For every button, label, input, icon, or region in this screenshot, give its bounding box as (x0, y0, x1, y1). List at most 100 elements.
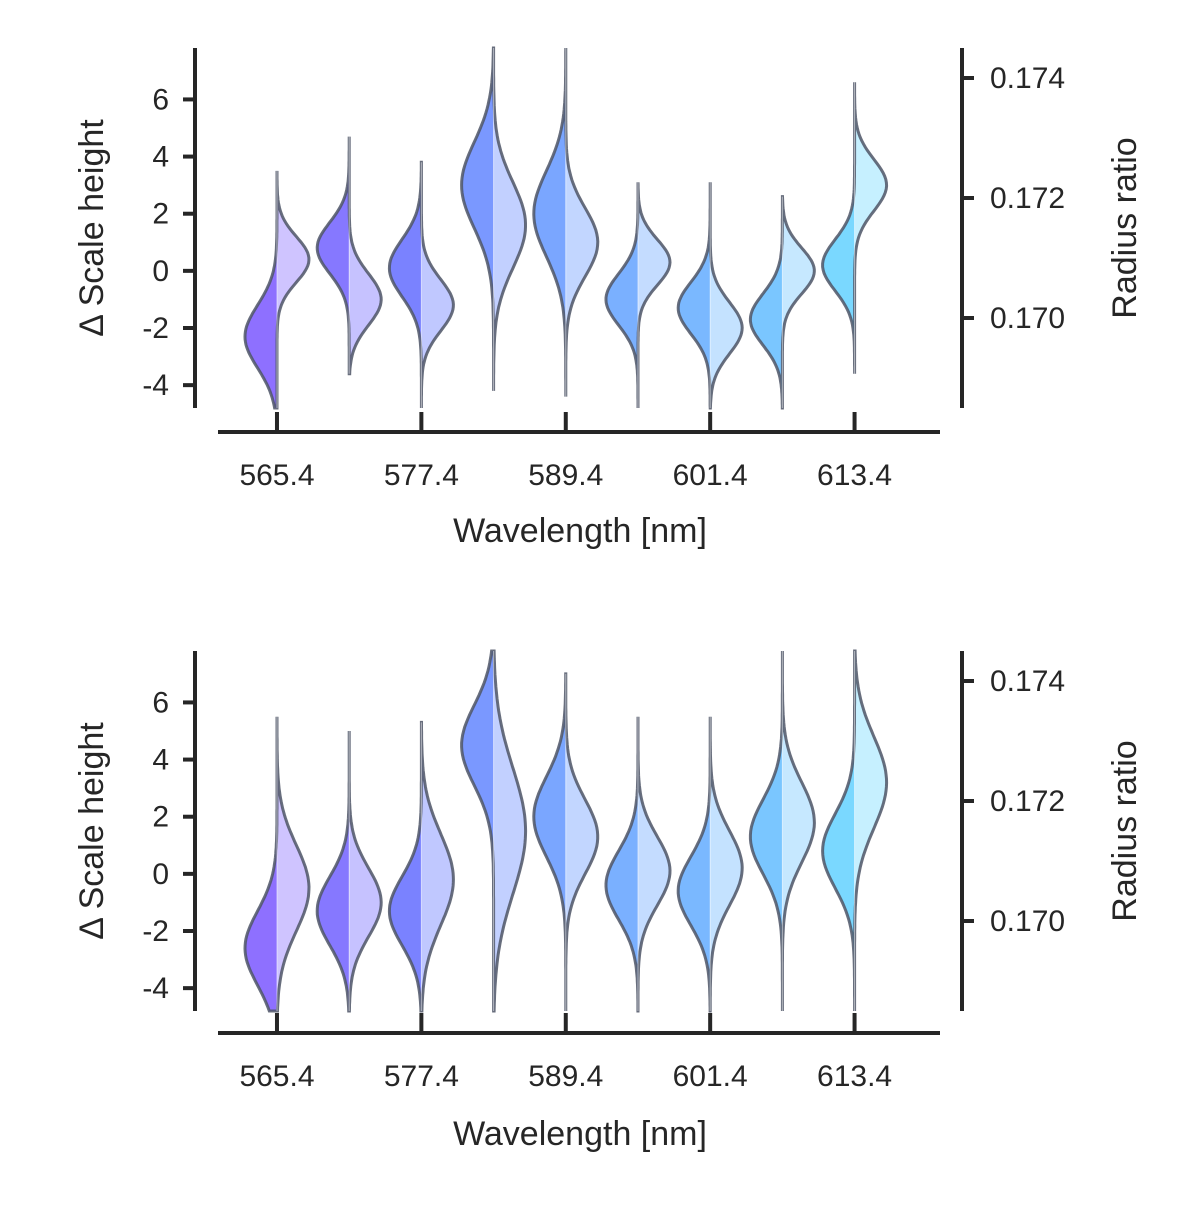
top-x-ticks: 565.4 577.4 589.4 601.4 613.4 (239, 412, 892, 492)
x-tick-label: 613.4 (817, 1060, 892, 1093)
violin-top-7 (748, 195, 816, 410)
violin-left-half (389, 722, 422, 1011)
violin-left-half (750, 651, 783, 1011)
violin-right-half (854, 651, 887, 1011)
left-y-tick-label: -4 (142, 972, 169, 1005)
left-y-tick-label: -2 (142, 312, 169, 345)
violin-left-half (317, 136, 350, 374)
violin-top-4 (532, 47, 600, 397)
right-y-tick-label: 0.172 (990, 785, 1065, 818)
violin-left-half (678, 182, 711, 408)
left-y-tick-label: 6 (152, 686, 169, 719)
violin-left-half (389, 162, 422, 408)
left-y-tick-label: 0 (152, 858, 169, 891)
x-tick-label: 577.4 (384, 1060, 459, 1093)
violin-right-half (493, 48, 526, 391)
violin-top-0 (243, 170, 311, 410)
violin-bottom-7 (748, 651, 816, 1011)
violin-outline (748, 651, 816, 1011)
right-y-tick-label: 0.170 (990, 302, 1065, 335)
bottom-x-ticks: 565.4 577.4 589.4 601.4 613.4 (239, 1013, 892, 1093)
x-tick-label: 565.4 (239, 1060, 314, 1093)
violin-right-half (782, 196, 815, 408)
violin-bottom-1 (315, 731, 383, 1013)
bottom-violins (243, 649, 889, 1013)
x-tick-label: 589.4 (528, 1060, 603, 1093)
violin-right-half (710, 182, 743, 408)
violin-right-half (349, 136, 382, 374)
left-y-tick-label: 4 (152, 141, 169, 174)
violin-right-half (493, 651, 526, 1011)
violin-right-half (637, 716, 670, 1011)
violin-left-half (461, 651, 494, 1011)
top-right-ticks: 0.170 0.172 0.174 (962, 62, 1065, 335)
violin-right-half (854, 82, 887, 374)
violin-right-half (710, 716, 743, 1011)
violin-left-half (678, 716, 711, 1011)
left-y-tick-label: 2 (152, 801, 169, 834)
right-y-tick-label: 0.174 (990, 665, 1065, 698)
violin-bottom-2 (387, 720, 455, 1013)
violin-top-8 (821, 82, 889, 374)
bottom-panel: -4 -2 0 2 4 6 0.170 0.172 0.174 565.4 577.4 589.4… (73, 649, 1144, 1153)
top-left-ticks: -4 -2 0 2 4 6 (142, 83, 195, 402)
top-panel: -4 -2 0 2 4 6 0.170 0.172 0.174 565.4 577.4 589.4… (73, 46, 1144, 550)
violin-bottom-5 (604, 716, 672, 1013)
violin-left-half (822, 651, 855, 1011)
top-left-axis-title: Δ Scale height (73, 119, 111, 337)
violin-bottom-6 (676, 716, 744, 1013)
violin-left-half (822, 82, 855, 374)
bottom-left-axis-title: Δ Scale height (73, 722, 111, 940)
violin-right-half (421, 722, 454, 1011)
x-tick-label: 565.4 (239, 459, 314, 492)
right-y-tick-label: 0.170 (990, 905, 1065, 938)
bottom-right-axis-title: Radius ratio (1106, 740, 1144, 921)
x-tick-label: 613.4 (817, 459, 892, 492)
violin-left-half (533, 48, 566, 397)
bottom-right-ticks: 0.170 0.172 0.174 (962, 665, 1065, 938)
bottom-x-axis-title: Wavelength [nm] (453, 1115, 707, 1153)
violin-top-1 (315, 136, 383, 376)
violin-left-half (606, 182, 638, 408)
left-y-tick-label: 0 (152, 255, 169, 288)
left-y-tick-label: 4 (152, 744, 169, 777)
violin-left-half (245, 716, 277, 1011)
violin-left-half (245, 170, 277, 408)
violin-right-half (421, 162, 454, 408)
violin-right-half (276, 716, 309, 1011)
violin-bottom-8 (821, 649, 889, 1011)
left-y-tick-label: -4 (142, 369, 169, 402)
x-tick-label: 601.4 (673, 1060, 748, 1093)
violin-right-half (276, 170, 309, 408)
violin-left-half (533, 673, 566, 1011)
left-y-tick-label: -2 (142, 915, 169, 948)
x-tick-label: 601.4 (673, 459, 748, 492)
violin-outline (387, 720, 455, 1013)
violin-left-half (750, 196, 783, 408)
left-y-tick-label: 2 (152, 198, 169, 231)
violin-right-half (349, 731, 382, 1011)
violin-bottom-0 (243, 716, 311, 1013)
right-y-tick-label: 0.174 (990, 62, 1065, 95)
violin-left-half (606, 716, 638, 1011)
x-tick-label: 577.4 (384, 459, 459, 492)
violin-right-half (565, 673, 598, 1011)
top-violins (243, 46, 889, 410)
x-tick-label: 589.4 (528, 459, 603, 492)
violin-left-half (461, 48, 494, 391)
top-x-axis-title: Wavelength [nm] (453, 512, 707, 550)
bottom-left-ticks: -4 -2 0 2 4 6 (142, 686, 195, 1005)
violin-top-5 (604, 182, 672, 408)
violin-top-3 (460, 46, 527, 391)
violin-right-half (782, 651, 815, 1011)
violin-top-6 (676, 182, 744, 410)
top-right-axis-title: Radius ratio (1106, 137, 1144, 318)
violin-right-half (565, 48, 598, 397)
violin-bottom-4 (532, 672, 600, 1011)
violin-bottom-3 (460, 649, 528, 1013)
right-y-tick-label: 0.172 (990, 182, 1065, 215)
left-y-tick-label: 6 (152, 83, 169, 116)
violin-top-2 (387, 160, 455, 408)
violin-right-half (637, 182, 670, 408)
